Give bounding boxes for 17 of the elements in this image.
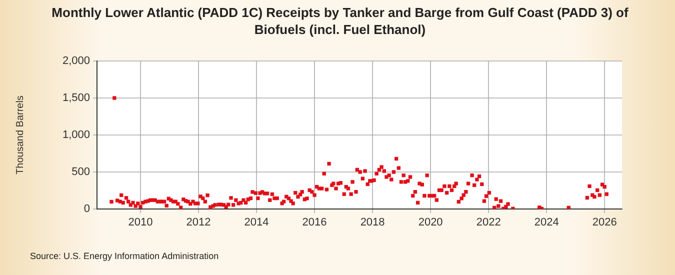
x-tick-label: 2022 <box>476 216 501 229</box>
y-tick-label: 2,000 <box>62 55 90 68</box>
y-tick-label: 0 <box>84 203 90 216</box>
x-tick-label: 2010 <box>128 216 153 229</box>
y-axis-title: Thousand Barrels <box>14 96 26 174</box>
x-tick-label: 2014 <box>244 216 269 229</box>
y-tick-label: 1,000 <box>62 129 90 142</box>
x-tick-label: 2012 <box>186 216 211 229</box>
x-tick-label: 2020 <box>418 216 443 229</box>
x-tick-label: 2026 <box>592 216 617 229</box>
source-note: Source: U.S. Energy Information Administration <box>30 251 219 261</box>
y-tick-label: 1,500 <box>62 92 90 104</box>
x-tick-label: 2018 <box>360 216 385 229</box>
x-tick-label: 2024 <box>534 216 559 229</box>
y-tick-label: 500 <box>72 166 90 178</box>
x-tick-label: 2016 <box>302 216 327 229</box>
chart-title: Monthly Lower Atlantic (PADD 1C) Receipts by Tanker and Barge from Gulf Coast (PADD 3) of Biofuels (incl. Fuel Ethanol) <box>50 4 630 38</box>
